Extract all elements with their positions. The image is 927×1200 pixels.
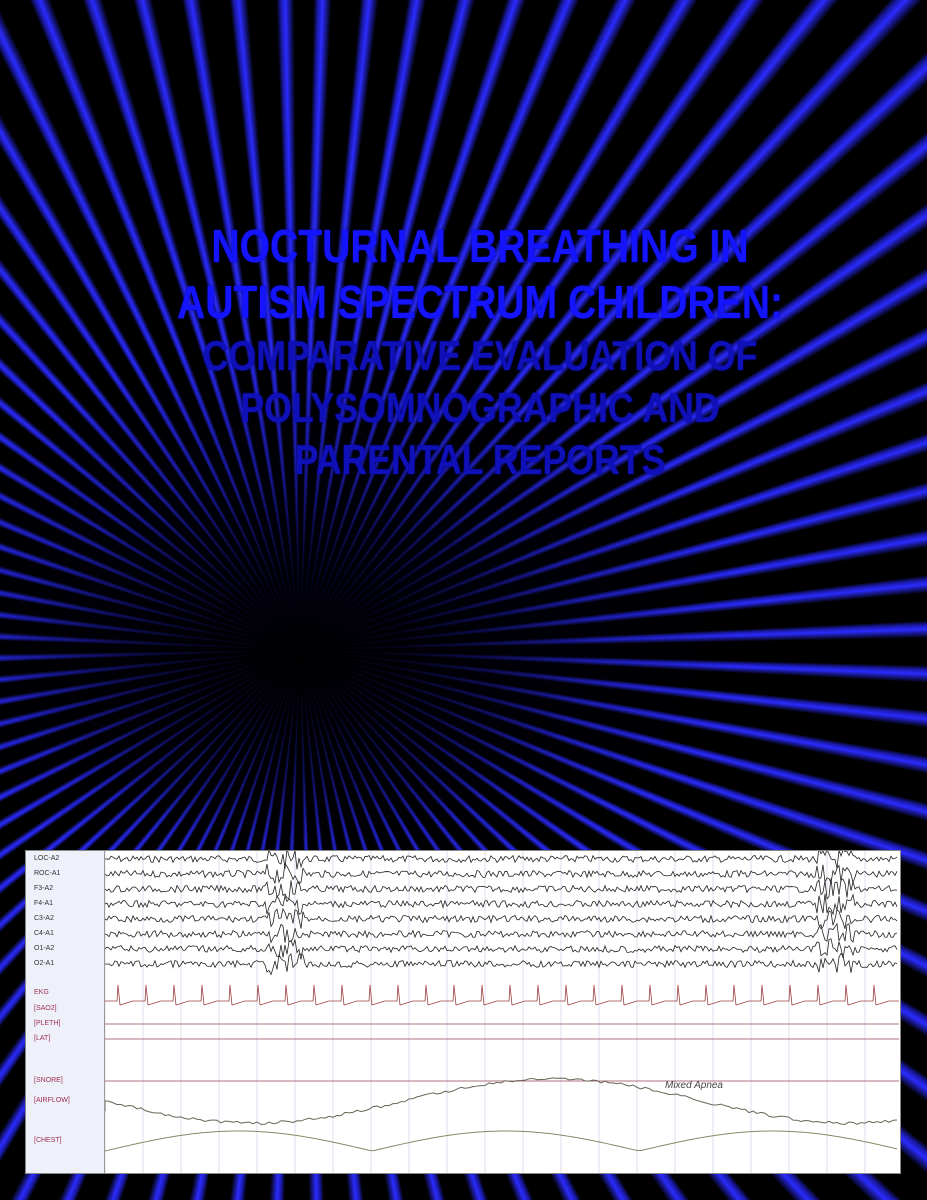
channel-label: C3-A2 [34, 915, 54, 922]
channel-label: EKG [34, 989, 49, 996]
polysomnography-recording-image: LOC-A2 ROC-A1 F3-A2 F4-A1 C3-A2 C4-A1 O1-A2 O2-… [25, 850, 901, 1174]
signal-traces: Mixed Apnea [105, 851, 899, 1173]
eeg-trace [105, 878, 898, 900]
eeg-trace [105, 893, 898, 916]
eeg-trace [105, 952, 898, 976]
channel-label: O1-A2 [34, 945, 55, 952]
eeg-trace [105, 862, 898, 885]
channel-label: [AIRFLOW] [34, 1097, 70, 1104]
subtitle-line: COMPARATIVE EVALUATION OF [202, 332, 758, 379]
title-line: AUTISM SPECTRUM CHILDREN: [176, 276, 784, 328]
channel-label: [LAT] [34, 1035, 51, 1042]
channel-label: [CHEST] [34, 1137, 62, 1144]
channel-label: O2-A1 [34, 960, 55, 967]
airflow-trace [105, 1077, 898, 1125]
channel-label: F3-A2 [34, 885, 54, 892]
chest-trace [105, 1130, 898, 1152]
channel-label: ROC-A1 [34, 870, 61, 877]
eeg-trace [105, 938, 898, 960]
channel-labels: LOC-A2 ROC-A1 F3-A2 F4-A1 C3-A2 C4-A1 O1-A2 O2-… [26, 851, 105, 1173]
channel-label: [PLETH] [34, 1020, 61, 1027]
channel-label: F4-A1 [34, 900, 54, 907]
book-title: NOCTURNAL BREATHING IN AUTISM SPECTRUM C… [157, 218, 803, 486]
eeg-trace [105, 907, 898, 930]
subtitle-line: POLYSOMNOGRAPHIC AND PARENTAL REPORTS [240, 384, 720, 483]
title-line: NOCTURNAL BREATHING IN [211, 220, 749, 272]
channel-label: [SNORE] [34, 1077, 63, 1084]
ekg-trace [105, 984, 899, 1006]
channel-label: LOC-A2 [34, 855, 60, 862]
eeg-trace [105, 851, 898, 870]
channel-label: C4-A1 [34, 930, 54, 937]
channel-label: [SAO2] [34, 1005, 57, 1012]
eeg-trace [105, 922, 898, 944]
apnea-annotation: Mixed Apnea [665, 1080, 723, 1091]
